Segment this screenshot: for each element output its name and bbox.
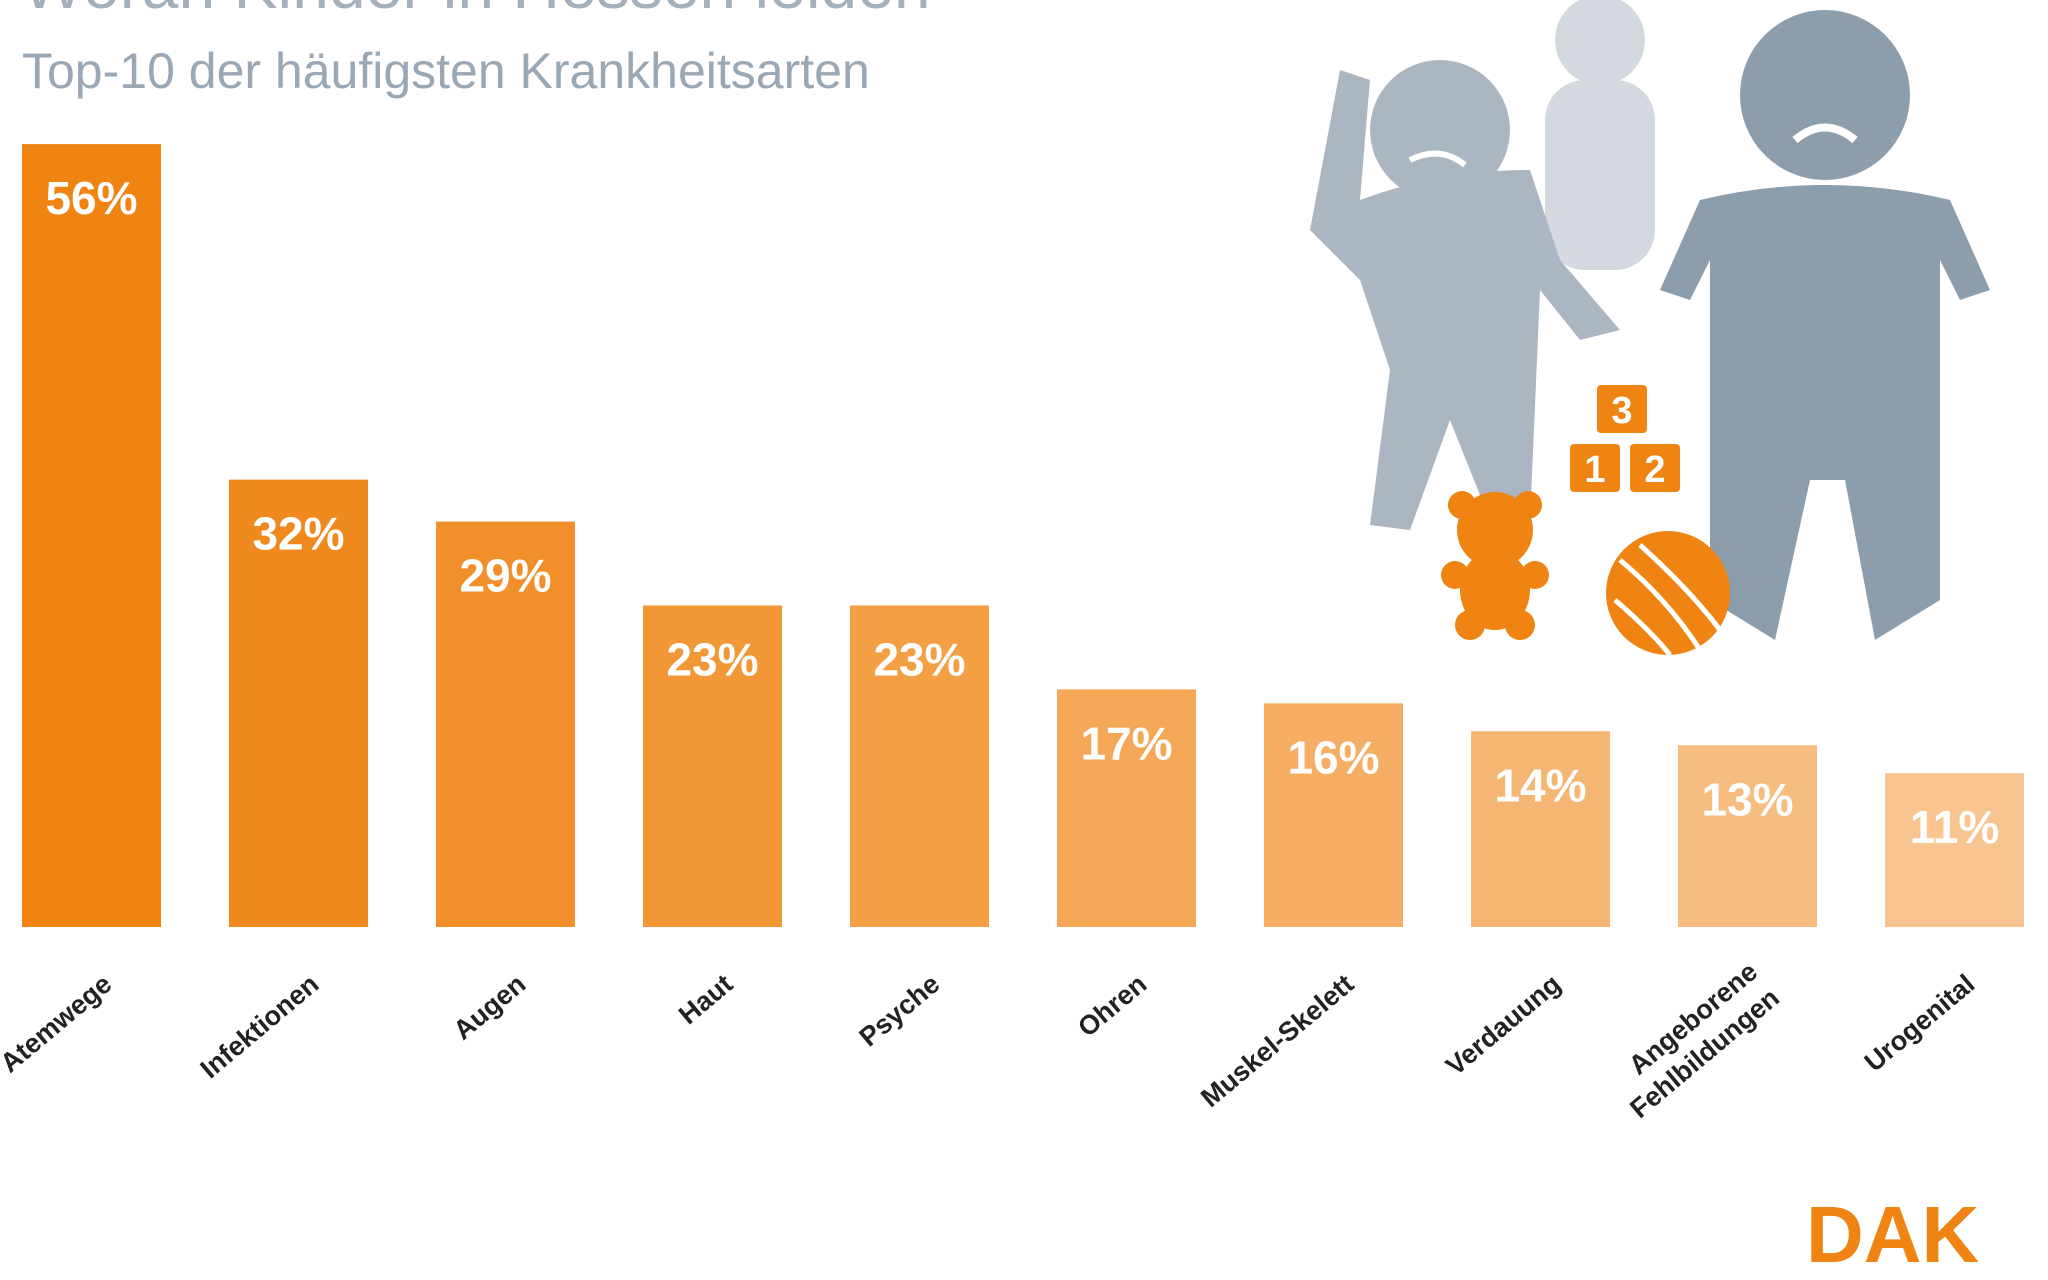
value-label: 56%	[45, 172, 137, 224]
x-tick-label: Atemwege	[0, 969, 117, 1079]
chart-title: Woran Kinder in Hessen leiden	[22, 0, 931, 22]
x-tick-label: Psyche	[854, 969, 946, 1053]
svg-text:2: 2	[1644, 449, 1665, 491]
bar	[850, 605, 989, 927]
x-tick-label: Augen	[448, 969, 532, 1046]
chart-subtitle: Top-10 der häufigsten Krankheitsarten	[22, 43, 870, 99]
x-tick-label: Haut	[673, 969, 738, 1031]
bar	[1678, 745, 1817, 927]
value-label: 13%	[1701, 773, 1793, 825]
value-label: 23%	[873, 633, 965, 685]
bar	[1885, 773, 2024, 927]
value-label: 17%	[1080, 717, 1172, 769]
value-label: 16%	[1287, 731, 1379, 783]
value-label: 14%	[1494, 759, 1586, 811]
bar	[1264, 703, 1403, 927]
bar	[1471, 731, 1610, 927]
x-tick-label: Muskel-Skelett	[1195, 969, 1359, 1114]
x-tick-label: Urogenital	[1859, 969, 1981, 1078]
svg-text:3: 3	[1611, 390, 1632, 432]
bar	[643, 605, 782, 927]
value-label: 29%	[459, 550, 551, 602]
logo: DAK	[1806, 1190, 1980, 1279]
value-label: 11%	[1910, 801, 2000, 853]
bar	[229, 479, 368, 927]
x-tick-label: Infektionen	[195, 969, 325, 1085]
x-tick-label: Verdauung	[1440, 969, 1566, 1082]
bar	[22, 144, 161, 927]
illustration: 3 1 2	[1310, 0, 1990, 657]
bar	[1057, 689, 1196, 927]
bar	[436, 521, 575, 927]
x-tick-label: Ohren	[1072, 969, 1152, 1043]
value-label: 23%	[666, 633, 758, 685]
value-label: 32%	[252, 508, 344, 560]
x-tick-label: AngeboreneFehlbildungen	[1602, 956, 1784, 1124]
svg-text:1: 1	[1584, 449, 1605, 491]
